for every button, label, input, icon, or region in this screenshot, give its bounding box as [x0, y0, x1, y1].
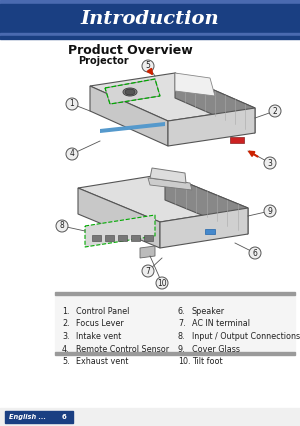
Circle shape: [264, 157, 276, 169]
Polygon shape: [100, 122, 165, 133]
Bar: [0, 36, 300, 39]
Circle shape: [264, 205, 276, 217]
Bar: [92, 235, 101, 241]
Polygon shape: [175, 73, 255, 133]
Text: 2: 2: [273, 106, 278, 115]
Text: Control Panel: Control Panel: [76, 307, 129, 316]
Polygon shape: [90, 73, 255, 121]
Text: Cover Glass: Cover Glass: [192, 345, 240, 354]
Text: Remote Control Sensor: Remote Control Sensor: [76, 345, 169, 354]
Bar: [55, 295, 295, 352]
Bar: [55, 352, 295, 355]
Text: 5: 5: [146, 61, 150, 70]
Text: 9.: 9.: [178, 345, 186, 354]
Polygon shape: [78, 188, 160, 248]
Text: 4.: 4.: [62, 345, 70, 354]
Circle shape: [249, 247, 261, 259]
Polygon shape: [105, 79, 160, 104]
Text: 8.: 8.: [178, 332, 185, 341]
Polygon shape: [175, 73, 215, 96]
Polygon shape: [90, 86, 168, 146]
Bar: [205, 229, 215, 234]
Text: AC IN terminal: AC IN terminal: [192, 320, 250, 328]
Polygon shape: [148, 178, 192, 190]
Polygon shape: [78, 174, 248, 222]
Polygon shape: [140, 246, 155, 258]
Bar: [55, 292, 295, 295]
Bar: [144, 235, 153, 241]
Text: 1.: 1.: [62, 307, 70, 316]
Text: Speaker: Speaker: [192, 307, 225, 316]
Circle shape: [156, 277, 168, 289]
Bar: [230, 137, 244, 143]
Text: 10: 10: [157, 279, 167, 288]
Text: 2.: 2.: [62, 320, 70, 328]
Text: Intake vent: Intake vent: [76, 332, 121, 341]
Circle shape: [142, 265, 154, 277]
Text: 6: 6: [253, 248, 257, 257]
Polygon shape: [168, 108, 255, 146]
Circle shape: [269, 105, 281, 117]
Bar: [105, 235, 114, 241]
Bar: [131, 235, 140, 241]
Polygon shape: [165, 174, 248, 234]
Text: 6: 6: [62, 414, 67, 420]
Text: 7: 7: [146, 267, 150, 276]
Circle shape: [66, 148, 78, 160]
Bar: [5, 411, 73, 423]
Bar: [0, 0, 300, 4]
Text: 3.: 3.: [62, 332, 70, 341]
Text: Exhaust vent: Exhaust vent: [76, 357, 128, 366]
Text: 1: 1: [70, 100, 74, 109]
Polygon shape: [160, 208, 248, 248]
Text: 7.: 7.: [178, 320, 186, 328]
Text: Product Overview: Product Overview: [68, 44, 193, 57]
Circle shape: [66, 98, 78, 110]
Text: Projector: Projector: [78, 56, 129, 66]
Bar: [0, 408, 300, 426]
Circle shape: [56, 220, 68, 232]
Text: English ...: English ...: [9, 414, 46, 420]
Text: Tilt foot: Tilt foot: [192, 357, 223, 366]
Ellipse shape: [125, 89, 135, 95]
Text: 3: 3: [268, 158, 272, 167]
Bar: [0, 4, 300, 33]
Text: 6.: 6.: [178, 307, 185, 316]
Text: 8: 8: [60, 222, 64, 230]
Text: 10.: 10.: [178, 357, 190, 366]
Bar: [0, 33, 300, 36]
Bar: [118, 235, 127, 241]
Polygon shape: [150, 168, 186, 183]
Text: Introduction: Introduction: [81, 10, 219, 28]
Polygon shape: [85, 215, 155, 247]
Text: 5.: 5.: [62, 357, 70, 366]
Text: Focus Lever: Focus Lever: [76, 320, 124, 328]
Text: 4: 4: [70, 150, 74, 158]
Circle shape: [142, 60, 154, 72]
Text: 9: 9: [268, 207, 272, 216]
Text: Input / Output Connections: Input / Output Connections: [192, 332, 300, 341]
Ellipse shape: [123, 88, 137, 96]
